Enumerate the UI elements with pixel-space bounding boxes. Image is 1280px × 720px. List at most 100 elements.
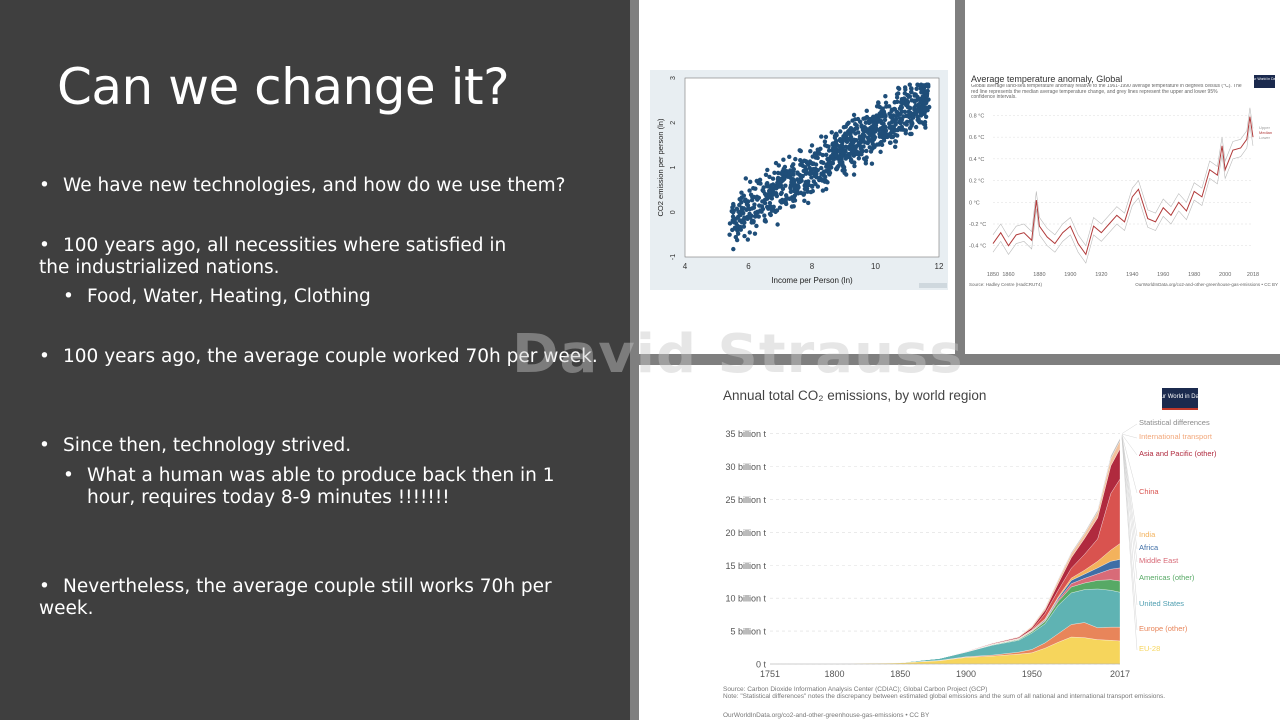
scatter-point [917, 96, 922, 102]
scatter-point [734, 206, 740, 212]
scatter-point [854, 151, 859, 157]
scatter-point [842, 170, 847, 176]
scatter-point [742, 198, 748, 203]
scatter-point [787, 171, 793, 176]
scatter-point [879, 130, 885, 135]
scatter-point [843, 124, 848, 129]
scatter-point [791, 195, 796, 201]
series-label: China [1139, 488, 1159, 496]
scatter-point [913, 103, 919, 108]
bullet-icon: • [39, 346, 50, 367]
scatter-point [886, 104, 892, 109]
note-text: Note: "Statistical differences" notes th… [723, 693, 1166, 700]
scatter-point [869, 161, 875, 166]
series-label-text: India [1139, 531, 1156, 539]
scatter-point [784, 201, 789, 207]
scatter-point [899, 105, 905, 110]
label-connector [1121, 438, 1138, 631]
scatter-point [768, 212, 773, 218]
scatter-point [781, 166, 786, 172]
scatter-point [748, 179, 753, 185]
scatter-point [799, 159, 805, 165]
series-label: Statistical differences [1139, 419, 1210, 427]
scatter-point [785, 196, 790, 201]
series-label: Middle East [1139, 557, 1178, 565]
scatter-point [845, 131, 850, 136]
scatter-point [921, 121, 926, 127]
scatter-point [904, 122, 909, 127]
scatter-point [792, 178, 797, 183]
scatter-point [865, 140, 870, 146]
scatter-point [882, 117, 888, 123]
scatter-point [731, 246, 736, 252]
scatter-point [845, 136, 850, 142]
scatter-point [841, 135, 847, 140]
scatter-point [758, 181, 763, 186]
series-label: Americas (other) [1139, 574, 1194, 582]
scatter-point [798, 148, 803, 154]
scatter-point [796, 184, 801, 190]
scatter-point [804, 169, 809, 175]
scatter-point [731, 203, 736, 208]
x-tick-label: 1850 [890, 669, 910, 679]
scatter-point [807, 171, 813, 177]
x-axis-label: Income per Person (ln) [771, 276, 853, 285]
scatter-point [852, 163, 857, 169]
y-tick-label: 5 billion t [730, 627, 766, 637]
scatter-point [866, 120, 872, 126]
scatter-point [800, 173, 805, 179]
temperature-chart: Average temperature anomaly, GlobalGloba… [969, 74, 1279, 287]
scatter-point [731, 220, 737, 225]
scatter-point [727, 221, 733, 226]
corner-mark [919, 283, 947, 288]
scatter-point [764, 204, 770, 210]
y-tick-label: 1 [670, 165, 677, 169]
label-connector [1121, 435, 1138, 494]
scatter-point [810, 188, 815, 194]
scatter-point [806, 200, 811, 206]
legend-label: Lower [1259, 135, 1271, 140]
scatter-point [913, 92, 918, 97]
chart-title: Annual total CO₂ emissions, by world reg… [723, 388, 986, 403]
emissions-chart: Annual total CO₂ emissions, by world reg… [723, 388, 1217, 719]
scatter-point [825, 156, 830, 162]
sub-bullet-item: • What a human was able to produce back … [63, 465, 555, 508]
bullet-icon: • [39, 435, 50, 456]
scatter-point [746, 205, 751, 211]
scatter-point [777, 205, 783, 210]
scatter-point [767, 174, 772, 180]
scatter-point [826, 148, 832, 153]
sub-bullet-item: • Food, Water, Heating, Clothing [63, 286, 371, 307]
scatter-point [839, 154, 845, 159]
scatter-point [868, 149, 874, 154]
series-label-text: EU-28 [1139, 645, 1161, 653]
scatter-point [780, 186, 786, 192]
scatter-point [838, 161, 843, 166]
x-tick-label: 10 [871, 262, 880, 271]
scatter-point [874, 104, 880, 109]
scatter-point [905, 100, 910, 105]
scatter-point [909, 131, 914, 137]
scatter-point [751, 186, 756, 191]
scatter-point [851, 172, 857, 177]
owid-logo-icon [1162, 388, 1198, 410]
scatter-point [819, 134, 824, 139]
scatter-point [856, 141, 861, 146]
scatter-point [778, 179, 784, 184]
scatter-point [853, 138, 859, 143]
scatter-point [857, 119, 863, 124]
scatter-point [738, 227, 744, 232]
series-label-text: United States [1139, 600, 1185, 608]
scatter-point [829, 130, 834, 135]
label-connector [1121, 436, 1138, 563]
scatter-point [743, 176, 749, 181]
scatter-point [776, 163, 782, 168]
y-tick-label: -0.2 °C [969, 222, 986, 228]
scatter-point [819, 165, 824, 171]
y-tick-label: -1 [670, 254, 677, 260]
scatter-point [775, 175, 781, 181]
scatter-point [909, 86, 914, 92]
x-tick-label: 8 [810, 262, 815, 271]
x-tick-label: 1880 [1033, 272, 1045, 278]
